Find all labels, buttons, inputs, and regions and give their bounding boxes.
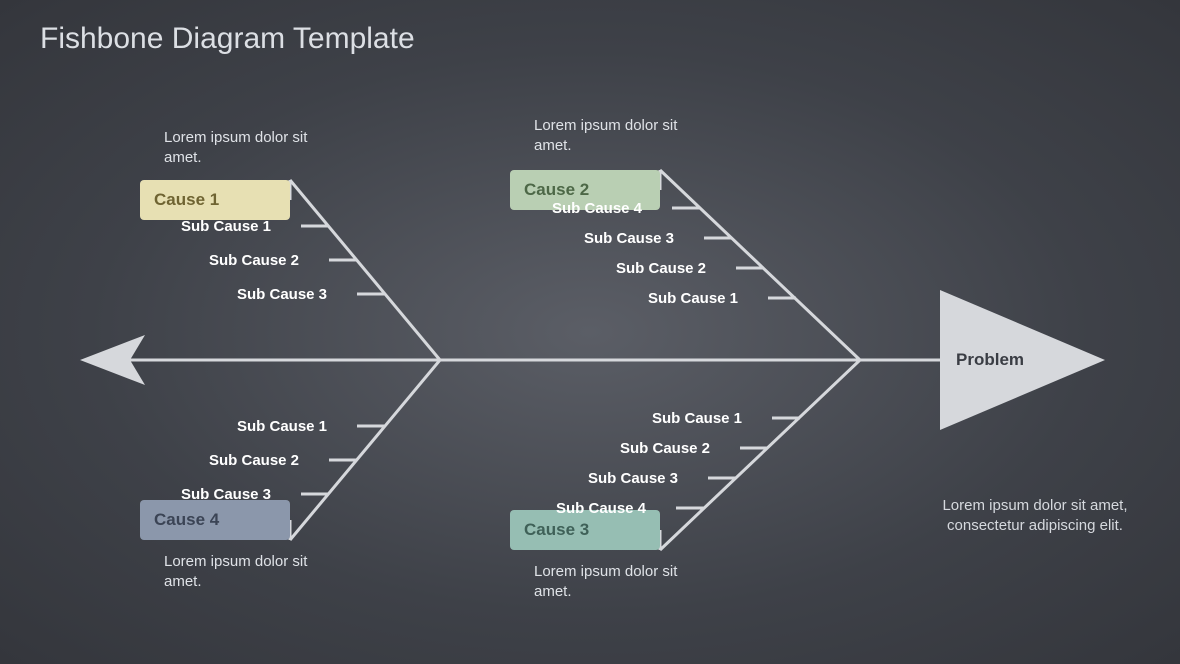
cause1-box: Cause 1: [140, 180, 290, 220]
cause1-subcause-1: Sub Cause 1: [181, 218, 271, 235]
fishbone-diagram: { "title": { "text": "Fishbone Diagram T…: [0, 0, 1180, 664]
cause4-subcause-3: Sub Cause 3: [181, 486, 271, 503]
cause3-subcause-2: Sub Cause 2: [620, 440, 710, 457]
cause2-description: Lorem ipsum dolor sit amet.: [534, 116, 677, 157]
cause1-description: Lorem ipsum dolor sit amet.: [164, 128, 307, 169]
problem-description: Lorem ipsum dolor sit amet, consectetur …: [910, 496, 1160, 537]
cause3-description: Lorem ipsum dolor sit amet.: [534, 562, 677, 603]
cause4-subcause-1: Sub Cause 1: [237, 418, 327, 435]
problem-label: Problem: [956, 350, 1024, 370]
cause4-box: Cause 4: [140, 500, 290, 540]
cause3-subcause-3: Sub Cause 3: [588, 470, 678, 487]
cause2-subcause-4: Sub Cause 1: [648, 290, 738, 307]
cause2-subcause-3: Sub Cause 2: [616, 260, 706, 277]
cause4-subcause-2: Sub Cause 2: [209, 452, 299, 469]
slide-title: Fishbone Diagram Template: [40, 22, 415, 56]
cause2-subcause-1: Sub Cause 4: [552, 200, 642, 217]
cause1-subcause-2: Sub Cause 2: [209, 252, 299, 269]
cause4-description: Lorem ipsum dolor sit amet.: [164, 552, 307, 593]
cause2-subcause-2: Sub Cause 3: [584, 230, 674, 247]
cause3-subcause-4: Sub Cause 4: [556, 500, 646, 517]
cause1-subcause-3: Sub Cause 3: [237, 286, 327, 303]
cause3-subcause-1: Sub Cause 1: [652, 410, 742, 427]
